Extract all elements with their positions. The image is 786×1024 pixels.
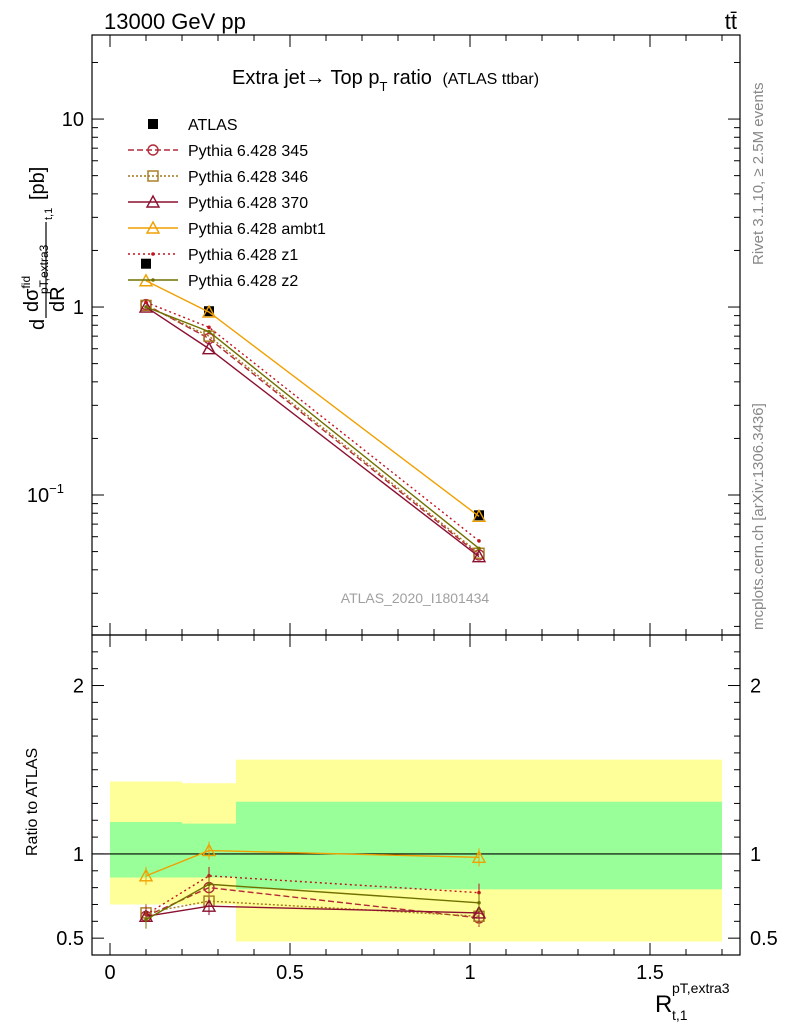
svg-text:pT,extra3: pT,extra3 [37, 244, 51, 294]
series-line-pythia-6-428-ambt1 [145, 280, 480, 517]
legend-marker [145, 220, 161, 234]
ratio-point-pythia-6-428-ambt1 [138, 868, 154, 882]
legend-item-pythia-6-428-370: Pythia 6.428 370 [128, 194, 308, 212]
data-point-pythia-6-428-z1 [207, 325, 211, 330]
data-point-pythia-6-428-ambt1 [201, 304, 217, 318]
xlabel-sup: pT,extra3 [672, 980, 730, 996]
svg-text:dσfid: dσfid [19, 276, 43, 312]
data-point-atlas [141, 258, 151, 269]
legend-label: ATLAS [188, 117, 238, 134]
series-line-pythia-6-428-z1 [145, 301, 480, 542]
data-point-pythia-6-428-z1 [144, 300, 148, 305]
y-tick-label: 10−1 [27, 481, 64, 507]
ratio-point-pythia-6-428-ambt1 [201, 843, 217, 857]
data-point-pythia-6-428-370 [138, 299, 154, 313]
ratio-point-pythia-6-428-ambt1 [471, 849, 487, 864]
main-y-label: d dσfid pT,extra3 dR t,1 [pb] [19, 167, 69, 330]
header-left: 13000 GeV pp [104, 9, 246, 34]
ylabel-unit: [pb] [27, 167, 49, 200]
ylabel-t1: t,1 [43, 208, 55, 220]
x-tick-label: 1.5 [636, 962, 664, 984]
legend-marker [147, 170, 159, 182]
ylabel-dsigma: dσ [21, 288, 43, 312]
ratio-y-tick-label: 2 [73, 676, 84, 698]
legend-marker [148, 119, 158, 129]
svg-text:t,1: t,1 [43, 208, 55, 220]
plot-title: Extra jet→ Top pT ratio (ATLAS ttbar) [232, 67, 539, 94]
plot-title-main: Extra jet→ Top p [232, 67, 379, 89]
data-point-atlas [474, 510, 484, 521]
legend: ATLAS Pythia 6.428 345 Pythia 6.428 346 Pyt… [128, 117, 326, 290]
y-tick-label: 1 [73, 297, 84, 319]
legend-label: Pythia 6.428 z2 [188, 273, 298, 290]
legend-label: Pythia 6.428 346 [188, 169, 308, 186]
ratio-point-pythia-6-428-z2 [144, 917, 148, 922]
xlabel-main: R [655, 991, 672, 1018]
ylabel-fid: fid [19, 276, 33, 289]
ratio-point-pythia-6-428-z1 [477, 890, 481, 895]
data-point-pythia-6-428-z1 [477, 539, 481, 543]
data-point-pythia-6-428-370 [201, 341, 217, 355]
ratio-y-label: Ratio to ATLAS [24, 748, 41, 856]
x-tick-label: 1 [464, 962, 475, 984]
legend-item-pythia-6-428-346: Pythia 6.428 346 [128, 169, 308, 186]
xlabel-sub: t,1 [672, 1007, 688, 1023]
ylabel-dr: dR [47, 286, 69, 312]
series-line-pythia-6-428-370 [145, 306, 480, 558]
ratio-point-pythia-6-428-370 [201, 898, 217, 912]
plot-title-sub: T [379, 79, 387, 94]
legend-item-pythia-6-428-345: Pythia 6.428 345 [128, 143, 308, 160]
data-point-atlas [204, 306, 214, 317]
rivet-label: Rivet 3.1.10, ≥ 2.5M events [750, 83, 767, 266]
ylabel-d: d [27, 319, 49, 330]
legend-item-pythia-6-428-z1: Pythia 6.428 z1 [128, 247, 298, 264]
legend-marker [151, 252, 155, 256]
header-right: tt̄ [725, 9, 737, 34]
data-point-pythia-6-428-370 [471, 549, 487, 563]
ratio-y-tick-label-right: 0.5 [750, 928, 778, 950]
svg-text:[pb]: [pb] [27, 167, 49, 200]
legend-item-pythia-6-428-z2: Pythia 6.428 z2 [128, 273, 298, 290]
legend-label: Pythia 6.428 z1 [188, 247, 298, 264]
ratio-line-pythia-6-428-345 [145, 886, 480, 919]
svg-text:d: d [27, 319, 49, 330]
main-panel: ATLAS_2020_I1801434 Extra jet→ Top pT ra… [19, 34, 741, 636]
legend-marker [151, 278, 155, 282]
ratio-frame [91, 634, 741, 956]
legend-marker [145, 194, 161, 208]
data-point-pythia-6-428-z2 [144, 305, 148, 309]
data-point-pythia-6-428-ambt1 [471, 508, 487, 523]
ratio-point-pythia-6-428-z2 [207, 882, 211, 887]
x-tick-label: 0.5 [276, 962, 304, 984]
uncertainty-band-inner [236, 801, 722, 890]
ratio-panel: 0.5 0.5 1 1 2 2 0 0.5 1 1.5 Ratio to ATLAS R pT,e… [24, 634, 778, 1023]
svg-text:dR: dR [47, 286, 69, 312]
y-tick-label: 10 [62, 109, 84, 131]
legend-label: Pythia 6.428 ambt1 [188, 221, 326, 238]
watermark: ATLAS_2020_I1801434 [341, 590, 490, 606]
data-point-pythia-6-428-z2 [477, 546, 481, 551]
legend-label: Pythia 6.428 345 [188, 143, 308, 160]
ratio-y-tick-label: 1 [73, 844, 84, 866]
mcplots-label: mcplots.cern.ch [arXiv:1306.3436] [750, 403, 767, 630]
legend-marker [147, 144, 159, 156]
ratio-point-pythia-6-428-370 [471, 905, 487, 919]
ratio-y-tick-label-right: 1 [750, 844, 761, 866]
ratio-point-pythia-6-428-z2 [477, 900, 481, 905]
plot-title-small: (ATLAS ttbar) [442, 71, 539, 88]
legend-label: Pythia 6.428 370 [188, 195, 308, 212]
legend-item-atlas: ATLAS [148, 117, 238, 134]
plot-title-tail: ratio [387, 67, 431, 89]
data-point-pythia-6-428-z2 [207, 329, 211, 334]
ratio-y-tick-label-right: 2 [750, 676, 761, 698]
series-line-pythia-6-428-346 [145, 304, 480, 554]
ylabel-pext: pT,extra3 [37, 244, 51, 294]
x-tick-label: 0 [104, 962, 115, 984]
legend-item-pythia-6-428-ambt1: Pythia 6.428 ambt1 [128, 220, 326, 238]
ratio-y-tick-label: 0.5 [56, 928, 84, 950]
x-axis-label: R [655, 991, 672, 1018]
